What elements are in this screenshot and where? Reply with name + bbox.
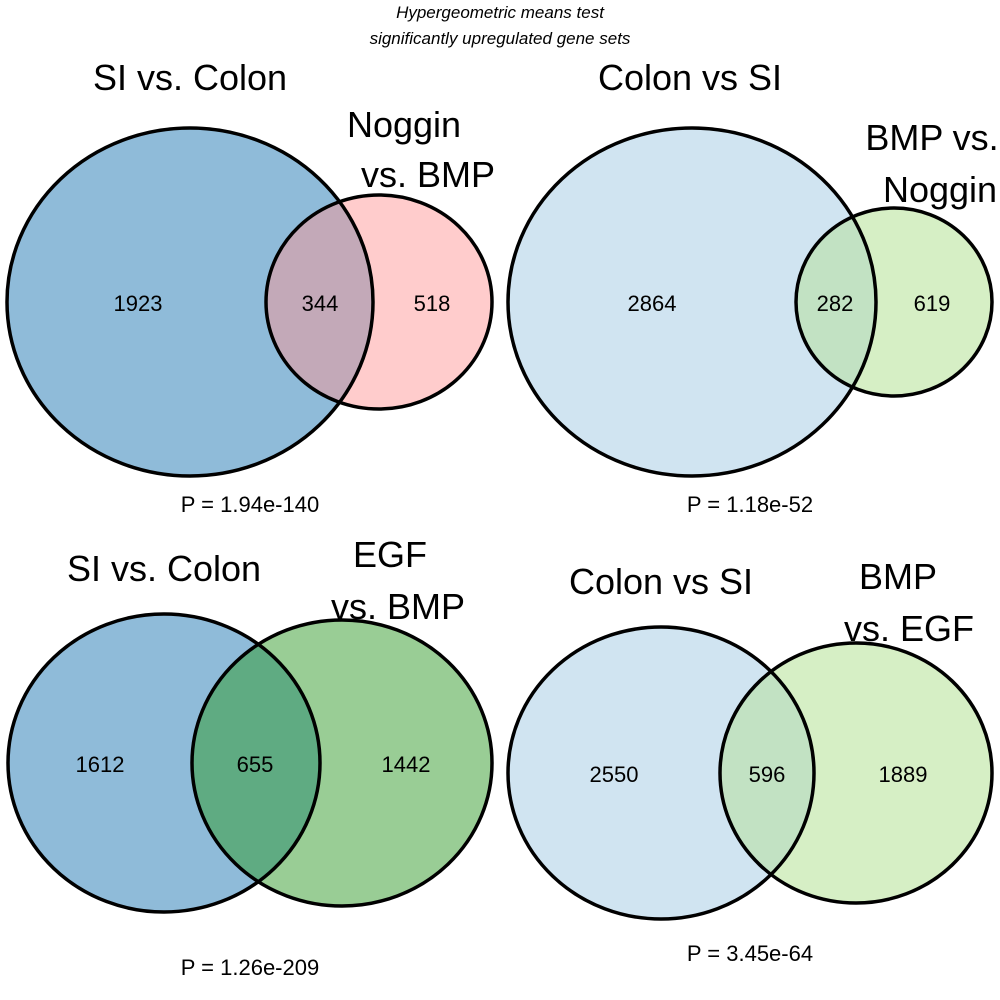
left-set-circle	[508, 627, 814, 919]
right-set-label-line2: vs. BMP	[361, 154, 495, 195]
overlap-region	[266, 195, 373, 409]
p-value: P = 1.26e-209	[181, 955, 319, 980]
left-set-outline	[5, 126, 375, 478]
left-only-count: 1923	[114, 291, 163, 316]
left-set-outline	[506, 126, 878, 478]
overlap-region	[720, 643, 814, 903]
right-set-outline	[718, 641, 994, 905]
left-set-outline	[6, 612, 322, 914]
left-set-outline	[506, 625, 816, 921]
venn-diagram-4: Colon vs SI BMP vs. EGF 2550 596 1889 P …	[506, 556, 994, 966]
right-only-count: 1442	[382, 752, 431, 777]
venn-diagram-3: SI vs. Colon EGF vs. BMP 1612 655 1442 P…	[6, 534, 494, 980]
right-set-label-line2: vs. EGF	[844, 608, 974, 649]
right-set-outline	[264, 193, 494, 411]
left-only-count: 1612	[76, 752, 125, 777]
overlap-count: 655	[237, 752, 274, 777]
venn-diagram-1: SI vs. Colon Noggin vs. BMP 1923 344 518…	[5, 57, 495, 517]
overlap-count: 344	[302, 291, 339, 316]
right-set-label-line1: EGF	[353, 534, 427, 575]
overlap-region	[796, 208, 876, 396]
left-set-label: Colon vs SI	[598, 57, 782, 98]
right-only-count: 1889	[879, 762, 928, 787]
right-set-label-line2: vs. BMP	[331, 586, 465, 627]
overlap-region	[192, 620, 320, 906]
venn-diagram-2: Colon vs SI BMP vs. Noggin 2864 282 619 …	[506, 57, 999, 517]
right-set-label-line1: Noggin	[347, 104, 461, 145]
left-set-label: SI vs. Colon	[93, 57, 287, 98]
p-value: P = 1.18e-52	[687, 492, 813, 517]
right-set-outline	[794, 206, 994, 398]
right-set-label-line1: BMP	[859, 556, 937, 597]
right-set-outline	[190, 618, 494, 908]
left-only-count: 2864	[628, 291, 677, 316]
right-only-count: 518	[414, 291, 451, 316]
right-only-count: 619	[914, 291, 951, 316]
overlap-count: 282	[817, 291, 854, 316]
left-set-label: Colon vs SI	[569, 561, 753, 602]
left-only-count: 2550	[590, 762, 639, 787]
overlap-count: 596	[749, 762, 786, 787]
p-value: P = 3.45e-64	[687, 941, 813, 966]
figure-title-line2: significantly upregulated gene sets	[370, 29, 631, 48]
left-set-circle	[7, 128, 373, 476]
right-set-label-line1: BMP vs.	[865, 117, 998, 158]
p-value: P = 1.94e-140	[181, 492, 319, 517]
right-set-label-line2: Noggin	[883, 169, 997, 210]
left-set-circle	[508, 128, 876, 476]
left-set-label: SI vs. Colon	[67, 548, 261, 589]
figure-title-line1: Hypergeometric means test	[396, 3, 605, 22]
